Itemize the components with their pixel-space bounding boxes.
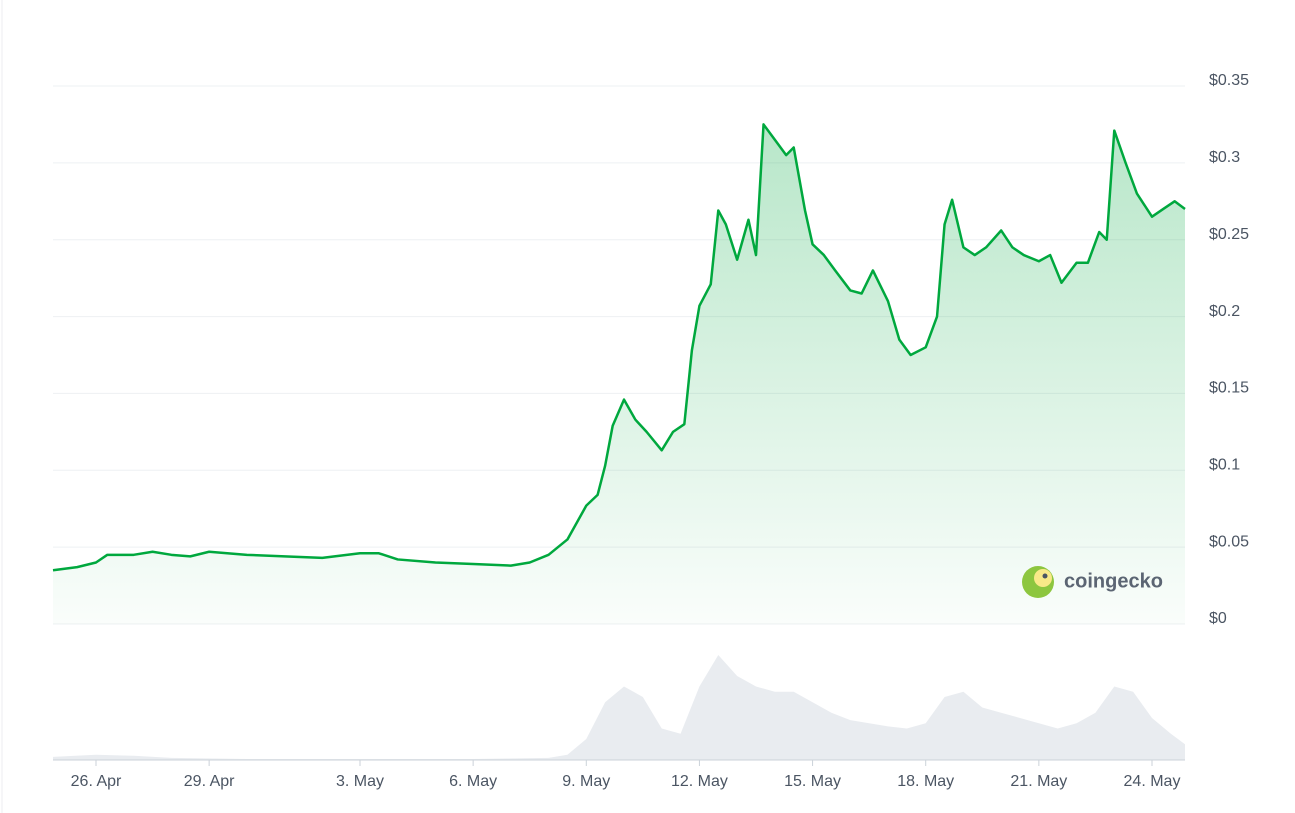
x-tick-label: 26. Apr <box>71 773 122 790</box>
y-tick-label: $0.35 <box>1209 72 1249 89</box>
x-tick-label: 15. May <box>784 773 841 790</box>
watermark: coingecko <box>1064 570 1163 592</box>
x-tick-label: 29. Apr <box>184 773 235 790</box>
y-tick-label: $0.15 <box>1209 380 1249 397</box>
y-tick-label: $0.1 <box>1209 457 1240 474</box>
plot <box>52 123 1186 624</box>
x-tick-label: 3. May <box>336 773 384 790</box>
volume-layer <box>53 655 1185 760</box>
y-tick-label: $0.2 <box>1209 303 1240 320</box>
y-tick-label: $0.05 <box>1209 533 1249 550</box>
x-tick-label: 24. May <box>1124 773 1181 790</box>
x-tick-label: 21. May <box>1010 773 1067 790</box>
x-tick-label: 6. May <box>449 773 497 790</box>
y-tick-label: $0.3 <box>1209 149 1240 166</box>
price-area <box>53 124 1185 624</box>
price-line <box>52 123 1186 572</box>
logo: coingecko <box>1022 566 1163 598</box>
axes: $0 $0.05 $0.1 $0.15 $0.2 $0.25 $0.3 $0.35 26. Ap… <box>53 72 1249 790</box>
logo-icon-eye <box>1042 573 1048 579</box>
x-tick-label: 18. May <box>897 773 954 790</box>
logo-icon-face <box>1034 569 1052 587</box>
x-tick-label: 12. May <box>671 773 728 790</box>
x-tick-label: 9. May <box>562 773 610 790</box>
volume-area <box>53 655 1185 760</box>
y-tick-label: $0 <box>1209 610 1227 627</box>
y-tick-label: $0.25 <box>1209 226 1249 243</box>
